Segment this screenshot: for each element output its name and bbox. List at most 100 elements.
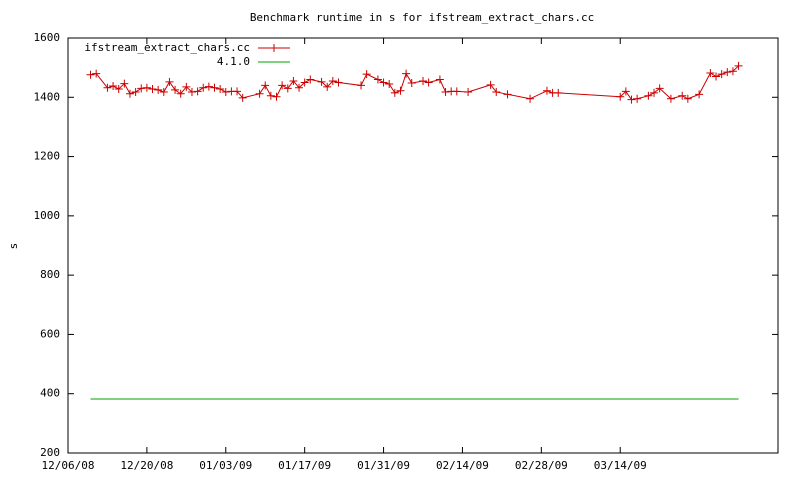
point-marker — [154, 85, 163, 94]
point-marker — [334, 78, 343, 87]
point-marker — [221, 87, 230, 96]
point-marker — [131, 87, 140, 96]
x-tick-label: 12/06/08 — [42, 459, 95, 472]
point-marker — [103, 83, 112, 92]
point-marker — [396, 86, 405, 95]
point-marker — [278, 81, 287, 90]
point-marker — [317, 77, 326, 86]
point-marker — [283, 84, 292, 93]
point-marker — [728, 67, 737, 76]
point-marker — [683, 94, 692, 103]
point-marker — [554, 88, 563, 97]
point-marker — [114, 84, 123, 93]
point-marker — [300, 78, 309, 87]
point-marker — [210, 83, 219, 92]
legend-marker — [270, 44, 278, 52]
y-tick-label: 1200 — [34, 150, 61, 163]
point-marker — [492, 87, 501, 96]
point-marker — [650, 88, 659, 97]
point-marker — [176, 89, 185, 98]
point-marker — [120, 79, 129, 88]
legend-label: ifstream_extract_chars.cc — [84, 41, 250, 54]
y-tick-label: 1600 — [34, 31, 61, 44]
point-marker — [238, 93, 247, 102]
point-marker — [542, 86, 551, 95]
point-marker — [402, 69, 411, 78]
point-marker — [452, 87, 461, 96]
point-marker — [323, 82, 332, 91]
x-tick-label: 03/14/09 — [594, 459, 647, 472]
point-marker — [295, 83, 304, 92]
point-marker — [712, 72, 721, 81]
y-tick-label: 400 — [40, 387, 60, 400]
point-marker — [621, 87, 630, 96]
point-marker — [362, 70, 371, 79]
x-tick-label: 02/14/09 — [436, 459, 489, 472]
point-marker — [666, 94, 675, 103]
y-tick-label: 800 — [40, 268, 60, 281]
point-marker — [204, 82, 213, 91]
point-marker — [165, 77, 174, 86]
point-marker — [328, 76, 337, 85]
x-tick-label: 01/03/09 — [199, 459, 252, 472]
point-marker — [407, 79, 416, 88]
x-tick-label: 12/20/08 — [120, 459, 173, 472]
point-marker — [503, 90, 512, 99]
y-tick-label: 600 — [40, 327, 60, 340]
point-marker — [717, 70, 726, 79]
point-marker — [695, 90, 704, 99]
point-marker — [148, 84, 157, 93]
point-marker — [633, 94, 642, 103]
x-tick-label: 01/17/09 — [278, 459, 331, 472]
chart-title: Benchmark runtime in s for ifstream_extr… — [250, 11, 594, 24]
point-marker — [193, 87, 202, 96]
point-marker — [419, 76, 427, 85]
point-marker — [199, 83, 208, 92]
point-marker — [272, 92, 281, 101]
point-marker — [706, 68, 715, 77]
y-tick-label: 200 — [40, 446, 60, 459]
point-marker — [723, 68, 732, 77]
point-marker — [379, 78, 388, 87]
point-marker — [92, 69, 101, 78]
point-marker — [627, 95, 636, 104]
y-tick-label: 1400 — [34, 90, 61, 103]
point-marker — [526, 94, 535, 103]
point-marker — [373, 75, 382, 84]
point-marker — [390, 88, 399, 97]
point-marker — [289, 76, 298, 85]
point-marker — [734, 61, 743, 70]
point-marker — [255, 89, 264, 98]
plot-frame — [67, 37, 779, 454]
x-tick-label: 02/28/09 — [515, 459, 568, 472]
point-marker — [142, 83, 151, 92]
point-marker — [464, 87, 473, 96]
point-marker — [159, 87, 168, 96]
x-tick-label: 01/31/09 — [357, 459, 410, 472]
point-marker — [261, 81, 270, 90]
point-marker — [125, 89, 134, 98]
point-marker — [171, 85, 180, 94]
point-marker — [385, 79, 394, 88]
y-tick-label: 1000 — [34, 209, 61, 222]
point-marker — [306, 75, 315, 84]
point-marker — [616, 92, 625, 101]
point-marker — [644, 91, 653, 100]
legend-label: 4.1.0 — [217, 55, 250, 68]
point-marker — [109, 82, 118, 91]
point-marker — [441, 87, 450, 96]
point-marker — [357, 81, 366, 90]
point-marker — [233, 87, 242, 96]
point-marker — [266, 91, 275, 100]
point-marker — [435, 75, 444, 84]
point-marker — [137, 84, 146, 93]
y-axis-label: s — [7, 243, 20, 250]
point-marker — [216, 84, 225, 93]
point-marker — [187, 87, 196, 96]
point-marker — [182, 82, 191, 91]
point-marker — [424, 78, 433, 87]
point-marker — [678, 91, 687, 100]
point-marker — [655, 84, 664, 93]
